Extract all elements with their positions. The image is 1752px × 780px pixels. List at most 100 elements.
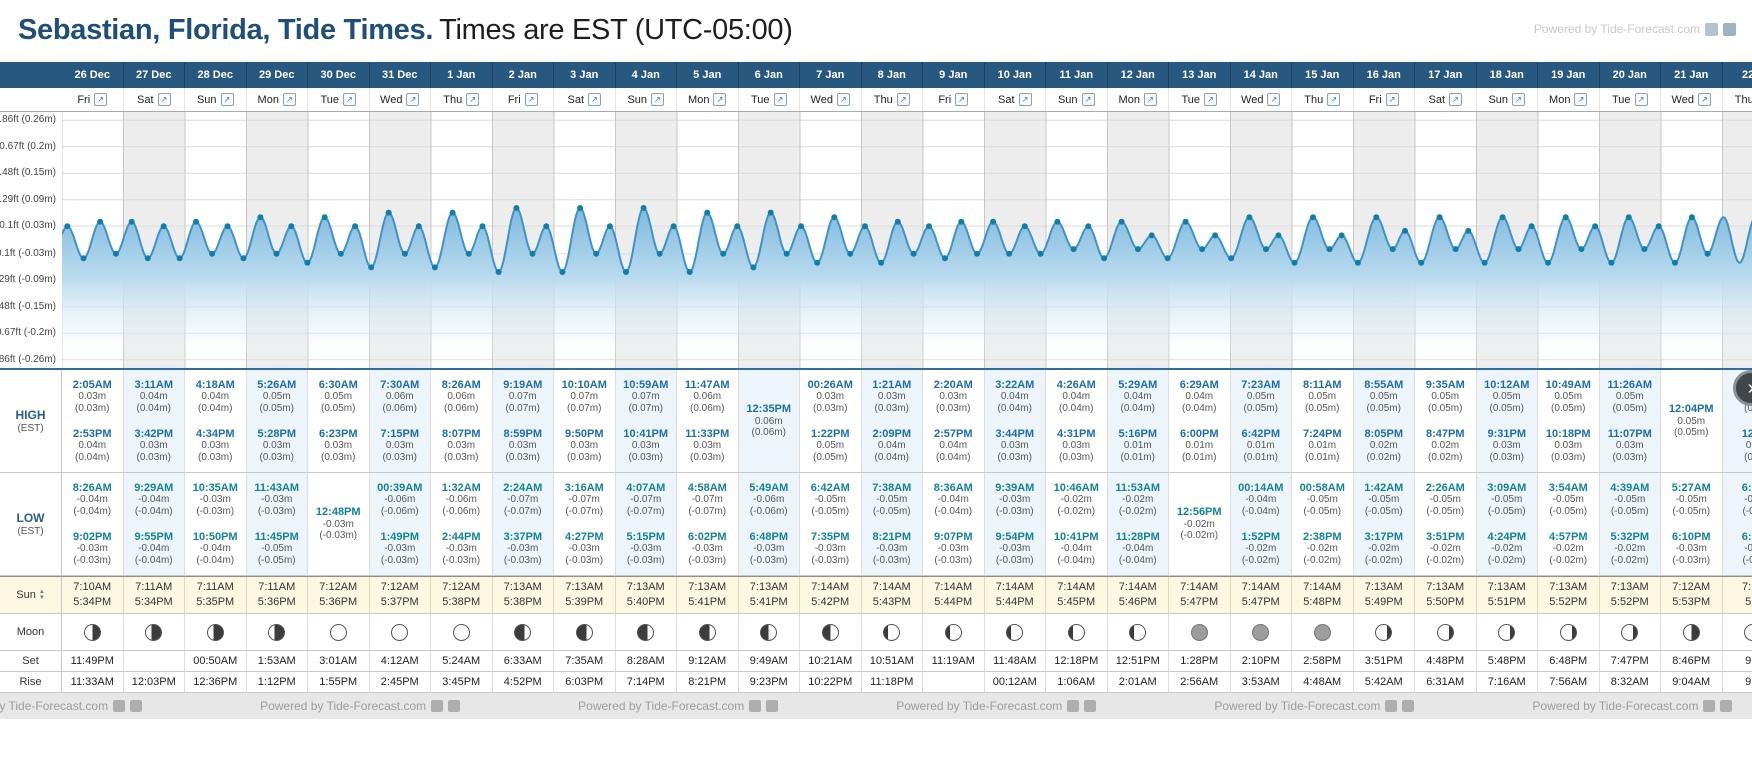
tide-height-primary: 0.01m bbox=[1123, 440, 1152, 452]
share-icon[interactable] bbox=[113, 700, 126, 712]
share-icon[interactable] bbox=[1385, 700, 1398, 712]
tide-height-secondary: (-0.03m) bbox=[872, 554, 911, 566]
expand-day-button[interactable]: ↗ bbox=[1512, 93, 1526, 106]
share-icon[interactable] bbox=[1402, 700, 1415, 712]
expand-day-button[interactable]: ↗ bbox=[1385, 93, 1399, 106]
high-tide-cell: 5:26AM 0.05m (0.05m) 5:28PM 0.03m (0.03m) bbox=[246, 370, 308, 472]
day-cell: Wed ↗ bbox=[1231, 88, 1292, 111]
expand-day-button[interactable]: ↗ bbox=[1449, 93, 1462, 106]
tide-height-secondary: (-0.03m) bbox=[503, 554, 542, 566]
tide-height-primary: 0.07m bbox=[570, 391, 599, 403]
tide-entry: 9:29AM -0.04m (-0.04m) bbox=[134, 482, 173, 517]
moonrise-time: 12:03PM bbox=[131, 676, 176, 688]
share-icon[interactable] bbox=[1703, 700, 1716, 712]
tide-height-primary: -0.03m bbox=[691, 543, 723, 555]
expand-day-button[interactable]: ↗ bbox=[955, 93, 969, 106]
low-tide-time: 9:02PM bbox=[72, 530, 112, 543]
expand-day-button[interactable]: ↗ bbox=[282, 93, 296, 106]
tide-height-primary: -0.02m bbox=[1552, 543, 1584, 555]
share-icon[interactable] bbox=[1720, 700, 1733, 712]
tide-height-secondary: (-0.02m) bbox=[1364, 554, 1403, 566]
footer: Powered by Tide-Forecast.com Powered by T… bbox=[0, 693, 1752, 719]
high-tide-time: 2:53PM bbox=[72, 427, 112, 440]
moon-phase-icon bbox=[698, 623, 716, 641]
powered-by-link[interactable]: Powered by Tide-Forecast.com bbox=[260, 699, 461, 713]
moon-phase-icon bbox=[329, 623, 347, 641]
tide-entry: 11:28PM -0.04m (-0.04m) bbox=[1116, 531, 1160, 566]
tide-height-primary: -0.03m bbox=[261, 494, 293, 506]
tide-height-secondary: (0.05m) bbox=[813, 451, 848, 463]
expand-day-button[interactable]: ↗ bbox=[713, 93, 727, 106]
expand-day-button[interactable]: ↗ bbox=[343, 93, 357, 106]
sunrise-time: 7:11AM bbox=[135, 581, 173, 594]
expand-day-button[interactable]: ↗ bbox=[896, 93, 910, 106]
tide-height-secondary: (0.03m) bbox=[567, 451, 602, 463]
expand-day-button[interactable]: ↗ bbox=[651, 93, 665, 106]
moon-cell bbox=[1292, 614, 1354, 650]
powered-by-link[interactable]: Powered by Tide-Forecast.com bbox=[1214, 699, 1415, 713]
share-icon[interactable] bbox=[431, 700, 444, 712]
expand-day-button[interactable]: ↗ bbox=[1634, 93, 1648, 106]
expand-day-button[interactable]: ↗ bbox=[1327, 93, 1341, 106]
tide-entry: 8:59PM 0.03m (0.03m) bbox=[503, 428, 542, 463]
expand-day-button[interactable]: ↗ bbox=[220, 93, 234, 106]
sunrise-time: 7:14AM bbox=[872, 581, 911, 594]
share-icon[interactable] bbox=[1067, 700, 1080, 712]
share-icon[interactable] bbox=[130, 700, 143, 712]
moonset-cell: 4:48PM bbox=[1415, 651, 1477, 671]
expand-day-button[interactable]: ↗ bbox=[1081, 93, 1095, 106]
tide-height-secondary: (0.01m) bbox=[1182, 451, 1217, 463]
moon-phase-icon bbox=[145, 623, 163, 641]
date-header-cell: 28 Dec bbox=[185, 62, 247, 88]
tide-entry: 6:42AM -0.05m (-0.05m) bbox=[811, 482, 850, 517]
low-tide-time: 10:50PM bbox=[192, 530, 238, 543]
expand-day-button[interactable]: ↗ bbox=[1267, 93, 1281, 106]
tide-entry: 5:16PM 0.01m (0.01m) bbox=[1118, 428, 1157, 463]
day-cell: Sat ↗ bbox=[1415, 88, 1477, 111]
y-axis-label: -0.67ft (-0.2m) bbox=[0, 327, 56, 339]
share-icon[interactable] bbox=[749, 700, 762, 712]
tide-height-primary: -0.03m bbox=[568, 543, 600, 555]
tide-height-primary: 0.06m bbox=[385, 391, 414, 403]
powered-by-link[interactable]: Powered by Tide-Forecast.com bbox=[578, 699, 779, 713]
expand-day-button[interactable]: ↗ bbox=[1018, 93, 1032, 106]
date-header-cell: 8 Jan bbox=[862, 62, 923, 88]
tide-entry: 12:56PM -0.02m (-0.02m) bbox=[1177, 506, 1222, 541]
high-tide-time: 5:26AM bbox=[257, 378, 297, 391]
expand-day-button[interactable]: ↗ bbox=[94, 93, 108, 106]
tide-entry: 12:48PM -0.03m (-0.03m) bbox=[316, 506, 361, 541]
moonset-cell: 2:58PM bbox=[1292, 651, 1354, 671]
moon-cell bbox=[1046, 614, 1108, 650]
tide-height-secondary: (-0.04m) bbox=[73, 505, 112, 517]
powered-by-link[interactable]: Powered by Tide-Forecast.com bbox=[0, 699, 143, 713]
powered-by-link[interactable]: Powered by Tide-Forecast.com bbox=[1532, 699, 1733, 713]
expand-day-button[interactable]: ↗ bbox=[466, 93, 480, 106]
expand-day-button[interactable]: ↗ bbox=[773, 93, 787, 106]
share-icon[interactable] bbox=[1084, 700, 1097, 712]
tide-entry: 3:09AM -0.05m (-0.05m) bbox=[1487, 482, 1526, 517]
share-icon[interactable] bbox=[1705, 22, 1718, 36]
expand-day-button[interactable]: ↗ bbox=[1697, 93, 1711, 106]
powered-by-link[interactable]: Powered by Tide-Forecast.com bbox=[896, 699, 1097, 713]
powered-by-top[interactable]: Powered by Tide-Forecast.com bbox=[1534, 22, 1736, 36]
sunset-time: 5:34PM bbox=[73, 596, 112, 608]
expand-day-button[interactable]: ↗ bbox=[406, 93, 420, 106]
high-tide-cell: 8:26AM 0.06m (0.06m) 8:07PM 0.03m (0.03m) bbox=[431, 370, 493, 472]
expand-day-button[interactable]: ↗ bbox=[524, 93, 538, 106]
low-tide-cell: 11:43AM -0.03m (-0.03m) 11:45PM -0.05m (-0.05… bbox=[246, 473, 308, 575]
tide-height-secondary: (-0.02m) bbox=[1118, 505, 1157, 517]
moonrise-time: 2:45PM bbox=[380, 676, 419, 688]
tide-height-primary: -0.05m bbox=[1429, 494, 1461, 506]
expand-day-button[interactable]: ↗ bbox=[157, 93, 171, 106]
tide-height-primary: -0.05m bbox=[261, 543, 293, 555]
share-icon[interactable] bbox=[766, 700, 779, 712]
expand-day-button[interactable]: ↗ bbox=[836, 93, 850, 106]
tide-entry: 12:35PM 0.06m (0.06m) bbox=[746, 403, 791, 438]
expand-day-button[interactable]: ↗ bbox=[1574, 93, 1588, 106]
expand-day-button[interactable]: ↗ bbox=[1204, 93, 1218, 106]
share-icon[interactable] bbox=[1723, 22, 1736, 36]
expand-day-button[interactable]: ↗ bbox=[1143, 93, 1157, 106]
tide-height-primary: 0.02m bbox=[1369, 440, 1398, 452]
share-icon[interactable] bbox=[448, 700, 461, 712]
expand-day-button[interactable]: ↗ bbox=[588, 93, 601, 106]
